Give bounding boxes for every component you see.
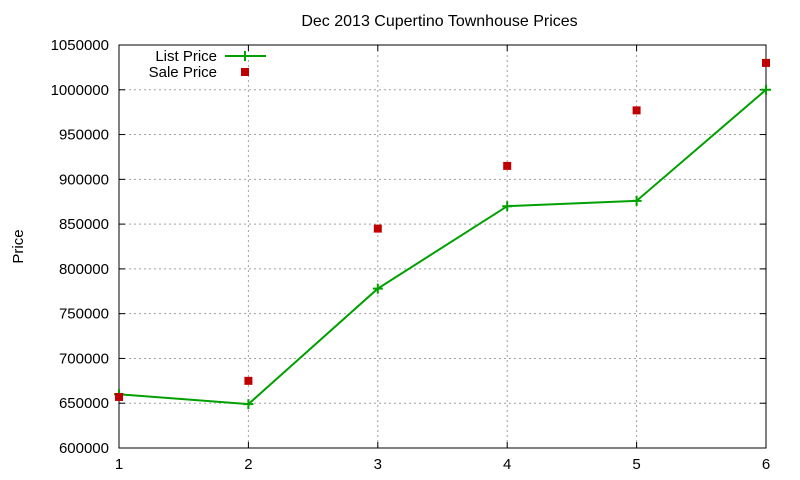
x-tick-label: 3 [374,456,382,473]
data-point-plus [631,195,642,206]
series-layer [114,58,771,410]
data-point-plus [243,399,254,410]
data-point-plus [761,84,771,95]
data-point-square [244,376,253,385]
legend-item: Sale Price [149,64,249,81]
y-tick-label: 950000 [59,127,109,144]
data-point-plus [372,283,383,294]
y-tick-label: 850000 [59,216,109,233]
data-point-square [373,224,382,233]
legend-label: Sale Price [149,64,217,81]
legend-item: List Price [155,48,266,65]
x-tick-label: 6 [762,456,770,473]
x-tick-label: 5 [632,456,640,473]
legend-swatch-marker [241,68,249,76]
y-tick-label: 800000 [59,261,109,278]
y-tick-label: 1000000 [51,82,109,99]
x-tick-label: 4 [503,456,511,473]
x-tick-label: 1 [115,456,123,473]
data-point-plus [502,201,513,212]
legend-swatch-marker [240,51,250,61]
y-tick-label: 1050000 [51,37,109,54]
plot-frame [118,44,767,449]
y-tick-label: 900000 [59,171,109,188]
series-list-price [114,84,771,410]
data-point-square [632,106,641,115]
data-point-square [503,161,512,170]
ticks-layer: 600000 650000 700000 750000 800000 850000 9000… [51,37,771,473]
x-tick-label: 2 [244,456,252,473]
y-tick-label: 750000 [59,306,109,323]
legend-label: List Price [155,48,217,65]
y-tick-label: 650000 [59,395,109,412]
series-line [118,89,767,406]
data-point-square [762,58,770,67]
data-point-square [115,392,123,401]
y-tick-label: 600000 [59,440,109,457]
y-axis-label: Price [10,229,27,263]
chart-title: Dec 2013 Cupertino Townhouse Prices [301,13,577,30]
y-tick-label: 700000 [59,350,109,367]
series-sale-price [115,58,770,401]
